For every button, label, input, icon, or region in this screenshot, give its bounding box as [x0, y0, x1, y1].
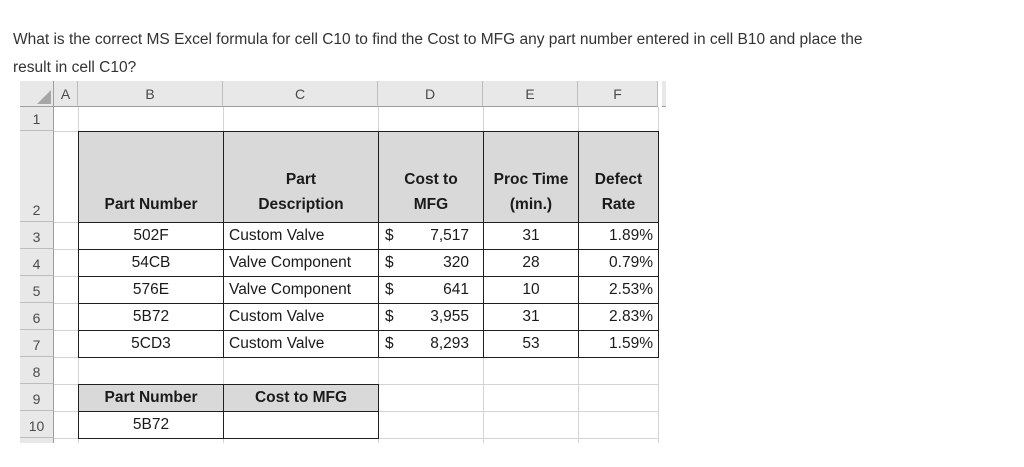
row-header-11-partial	[20, 438, 54, 443]
cost-value: 641	[443, 281, 469, 298]
cell-C3[interactable]: Custom Valve	[224, 223, 379, 250]
cell-C4[interactable]: Valve Component	[224, 250, 379, 277]
cell-B6[interactable]: 5B72	[79, 304, 224, 331]
cell-C7[interactable]: Custom Valve	[224, 331, 379, 357]
cell-D7[interactable]: $ 8,293	[379, 331, 484, 357]
cell-B2-part-number-header[interactable]: Part Number	[79, 132, 224, 223]
cell-F5[interactable]: 2.53%	[579, 277, 658, 304]
cell-D3[interactable]: $ 7,517	[379, 223, 484, 250]
column-header-b[interactable]: B	[78, 81, 223, 107]
row-header-1[interactable]: 1	[20, 107, 54, 131]
row-header-9[interactable]: 9	[20, 384, 54, 411]
cell-E2-proc-time-header[interactable]: Proc Time (min.)	[484, 132, 579, 223]
row-header-2[interactable]: 2	[20, 131, 54, 222]
cell-E4[interactable]: 28	[484, 250, 579, 277]
cost-value: 3,955	[430, 308, 469, 325]
cell-F7[interactable]: 1.59%	[609, 335, 653, 352]
row-header-6[interactable]: 6	[20, 303, 54, 330]
cell-E3[interactable]: 31	[484, 223, 579, 250]
cell-C5[interactable]: Valve Component	[224, 277, 379, 304]
cell-C9-cost-to-mfg-header[interactable]: Cost to MFG	[224, 385, 378, 412]
column-header-c[interactable]: C	[223, 81, 378, 107]
cell-B4[interactable]: 54CB	[79, 250, 224, 277]
cell-B3[interactable]: 502F	[79, 223, 224, 250]
cell-F6[interactable]: 2.83%	[579, 304, 658, 331]
parts-table: Part Number Part Description Cost to MFG…	[78, 131, 659, 358]
cell-C6[interactable]: Custom Valve	[224, 304, 379, 331]
currency-symbol: $	[385, 281, 394, 298]
currency-symbol: $	[385, 335, 394, 352]
row-header-4[interactable]: 4	[20, 249, 54, 276]
cell-B5[interactable]: 576E	[79, 277, 224, 304]
cell-B7[interactable]: 5CD3	[79, 331, 224, 357]
select-all-button[interactable]	[20, 81, 54, 107]
row-header-8[interactable]: 8	[20, 357, 54, 384]
lookup-table: Part Number Cost to MFG 5B72	[78, 384, 379, 439]
currency-symbol: $	[385, 254, 394, 271]
cell-C10-formula-target[interactable]	[224, 412, 378, 438]
cell-B10-part-number-input[interactable]: 5B72	[79, 412, 224, 438]
question-text: What is the correct MS Excel formula for…	[13, 31, 863, 76]
cell-D2-cost-to-mfg-header[interactable]: Cost to MFG	[379, 132, 484, 223]
cell-C2-part-description-header[interactable]: Part Description	[224, 132, 379, 223]
cost-value: 7,517	[430, 227, 469, 244]
select-all-triangle-icon	[37, 90, 51, 104]
cell-F2-defect-rate-header[interactable]: Defect Rate	[579, 132, 658, 223]
cell-E5[interactable]: 10	[484, 277, 579, 304]
column-header-a[interactable]: A	[54, 81, 78, 107]
spreadsheet: A B C D E F 1 2 3 4 5 6 7 8 9 10 Part Nu…	[20, 81, 668, 443]
cell-E7[interactable]: 53	[484, 331, 579, 357]
cost-value: 8,293	[430, 335, 469, 352]
row-header-10[interactable]: 10	[20, 411, 54, 438]
cell-D5[interactable]: $ 641	[379, 277, 484, 304]
column-header-d[interactable]: D	[378, 81, 483, 107]
row-header-3[interactable]: 3	[20, 222, 54, 249]
cell-D4[interactable]: $ 320	[379, 250, 484, 277]
cell-F3[interactable]: 1.89%	[579, 223, 658, 250]
cell-E6[interactable]: 31	[484, 304, 579, 331]
column-header-f[interactable]: F	[578, 81, 658, 107]
cell-F4[interactable]: 0.79%	[579, 250, 658, 277]
cell-D6[interactable]: $ 3,955	[379, 304, 484, 331]
cell-B9-part-number-header[interactable]: Part Number	[79, 385, 224, 412]
column-header-g-partial	[662, 81, 666, 107]
row-header-5[interactable]: 5	[20, 276, 54, 303]
cost-value: 320	[443, 254, 469, 271]
column-header-e[interactable]: E	[483, 81, 578, 107]
currency-symbol: $	[385, 227, 394, 244]
row-header-7[interactable]: 7	[20, 330, 54, 357]
currency-symbol: $	[385, 308, 394, 325]
